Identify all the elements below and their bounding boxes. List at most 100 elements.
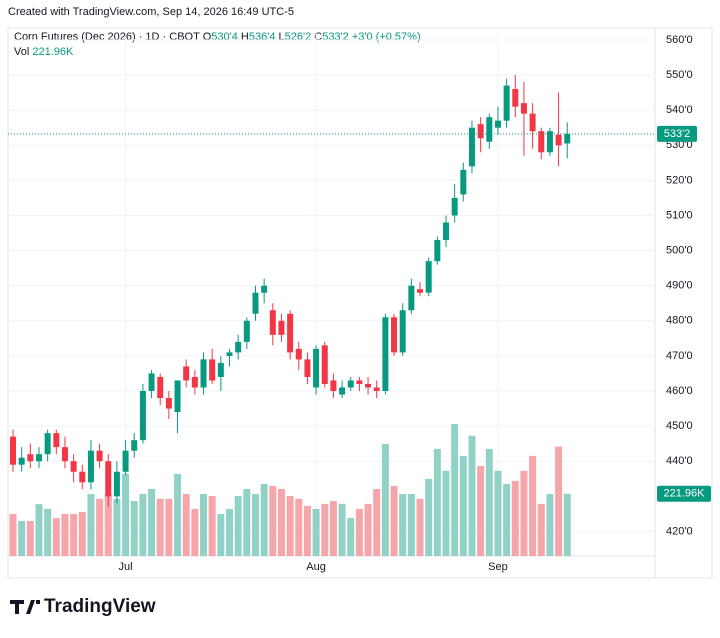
ohlc-label: L: [279, 31, 285, 43]
ohlc-value: 530'4: [211, 31, 238, 43]
candle-body: [555, 134, 562, 146]
candle-body: [252, 292, 259, 314]
volume-bar: [70, 513, 78, 556]
volume-bar: [312, 508, 320, 556]
volume-bar: [200, 494, 208, 556]
candle-body: [79, 471, 86, 483]
volume-bar: [208, 496, 216, 556]
candle-body: [486, 117, 493, 142]
chart-frame: [7, 27, 713, 579]
ohlc-value: 526'2: [285, 31, 312, 43]
volume-bar: [130, 501, 138, 556]
candle-body: [287, 313, 294, 353]
volume-bar: [338, 503, 346, 556]
candle-body: [183, 366, 190, 381]
logo-text: TradingView: [44, 596, 156, 617]
candle-body: [148, 373, 155, 391]
y-tick-label: 530'0: [666, 139, 693, 151]
symbol-title: Corn Futures (Dec 2026) · 1D · CBOT: [14, 31, 200, 43]
last-price-label: 533'2: [664, 128, 691, 140]
candle-body: [391, 317, 398, 353]
y-tick-label: 440'0: [666, 455, 693, 467]
ohlc-label: O: [203, 31, 212, 43]
candle-body: [512, 89, 519, 107]
volume-bar: [104, 494, 112, 556]
volume-bar: [217, 513, 225, 556]
volume-bar: [165, 498, 173, 556]
y-tick-label: 420'0: [666, 525, 693, 537]
volume-bar: [477, 466, 485, 556]
y-tick-label: 450'0: [666, 420, 693, 432]
candle-body: [295, 348, 302, 360]
candle-body: [520, 103, 527, 114]
volume-bar: [78, 511, 86, 556]
volume-bar: [468, 435, 476, 556]
x-tick-label: Sep: [488, 561, 508, 573]
volume-bar: [9, 513, 17, 556]
volume-bar: [537, 503, 545, 556]
volume-bar: [286, 496, 294, 556]
volume-bar: [61, 513, 69, 556]
candle-body: [564, 133, 571, 144]
candle-body: [269, 310, 276, 335]
volume-bar: [96, 498, 104, 556]
caption: Created with TradingView.com, Sep 14, 20…: [8, 6, 294, 18]
volume-bar: [113, 498, 121, 556]
volume-bar: [174, 473, 182, 556]
candle-body: [373, 387, 380, 391]
last-price-box: [657, 125, 697, 142]
candle-body: [304, 359, 311, 377]
candle-body: [434, 240, 441, 262]
volume-bar: [355, 508, 363, 556]
candle-body: [399, 310, 406, 353]
x-tick-label: Aug: [306, 561, 326, 573]
candle-body: [174, 380, 181, 413]
candle-body: [44, 433, 51, 455]
vol-label: Vol: [14, 46, 29, 58]
candle-body: [529, 113, 536, 132]
volume-bar: [329, 501, 337, 556]
volume-bar: [520, 470, 528, 556]
volume-bar: [122, 473, 130, 556]
volume-bar: [87, 494, 95, 556]
candle-body: [494, 120, 501, 128]
x-tick-label: Jul: [119, 561, 133, 573]
volume-bar: [494, 470, 502, 556]
candle-body: [217, 362, 224, 377]
ohlc-value: 536'4: [249, 31, 276, 43]
volume-bar: [277, 488, 285, 556]
volume-bar: [295, 498, 303, 556]
y-tick-label: 500'0: [666, 244, 693, 256]
candle-body: [261, 285, 268, 293]
legend: Corn Futures (Dec 2026) · 1D · CBOT O530…: [14, 31, 421, 58]
candle-body: [139, 391, 146, 441]
y-tick-label: 550'0: [666, 69, 693, 81]
candle-body: [113, 471, 120, 497]
candle-body: [191, 376, 198, 388]
volume-bar: [52, 518, 60, 556]
y-tick-label: 480'0: [666, 315, 693, 327]
volume-legend: Vol 221.96K: [14, 46, 74, 58]
volume-label-box: [657, 485, 711, 502]
volume-bar: [529, 455, 537, 556]
candle-body: [18, 457, 25, 465]
logo: TradingView: [10, 596, 156, 617]
candle-body: [477, 124, 484, 139]
candle-body: [339, 387, 346, 395]
volume-bar: [381, 443, 389, 556]
y-tick-label: 560'0: [666, 34, 693, 46]
volume-bar: [191, 508, 199, 556]
candle-body: [356, 380, 363, 384]
volume-bar: [390, 485, 398, 556]
volume-bar: [156, 498, 164, 556]
legend-line: Corn Futures (Dec 2026) · 1D · CBOT O530…: [14, 31, 421, 43]
logo-icon: [10, 600, 40, 614]
volume-bar: [563, 493, 571, 556]
volume-bar: [35, 504, 43, 556]
volume-bar: [459, 455, 467, 556]
volume-bar: [451, 423, 459, 556]
change-value: +3'0 (+0.57%): [352, 31, 421, 43]
volume-bar: [442, 470, 450, 556]
volume-bar: [148, 488, 156, 556]
